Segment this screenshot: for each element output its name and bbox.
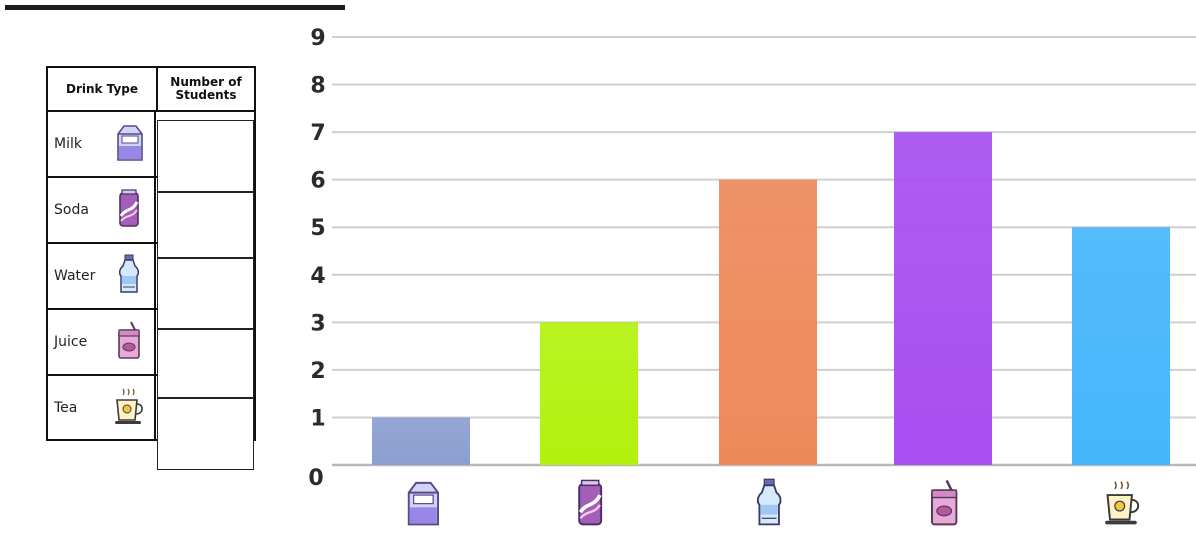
tea-cup-icon bbox=[110, 386, 146, 430]
table-row: Tea bbox=[48, 376, 254, 439]
y-tick-label: 6 bbox=[310, 169, 325, 194]
drink-label: Juice bbox=[54, 334, 88, 350]
milk-carton-icon bbox=[407, 481, 440, 526]
bar-water bbox=[719, 179, 817, 465]
answer-box-soda[interactable] bbox=[157, 192, 254, 258]
water-bottle-icon-graphic bbox=[118, 254, 140, 293]
soda-can-icon bbox=[578, 479, 603, 526]
bar-juice bbox=[894, 132, 992, 465]
table-row: Water bbox=[48, 244, 254, 310]
tea-cup-icon bbox=[1105, 481, 1140, 525]
drink-label: Tea bbox=[54, 399, 78, 416]
y-tick-label: 4 bbox=[310, 264, 325, 289]
answer-box-tea[interactable] bbox=[157, 398, 254, 470]
y-tick-label: 8 bbox=[310, 74, 325, 99]
drink-label: Water bbox=[54, 268, 96, 284]
bar-soda bbox=[540, 322, 638, 465]
drink-label: Soda bbox=[54, 202, 89, 218]
y-tick-label: 0 bbox=[308, 466, 323, 491]
milk-carton-icon bbox=[110, 122, 146, 166]
juice-box-icon-graphic bbox=[118, 321, 140, 359]
top-rule bbox=[5, 5, 345, 10]
water-bottle-icon bbox=[110, 254, 146, 298]
soda-can-icon bbox=[110, 188, 146, 232]
y-tick-label: 5 bbox=[310, 216, 325, 241]
y-tick-label: 1 bbox=[310, 406, 325, 431]
y-tick-label: 7 bbox=[310, 121, 325, 146]
answer-box-juice[interactable] bbox=[157, 329, 254, 398]
y-tick-label: 3 bbox=[310, 311, 325, 336]
answer-box-water[interactable] bbox=[157, 258, 254, 329]
drink-table: Drink Type Number of Students Milk Soda … bbox=[46, 66, 256, 441]
water-bottle-icon bbox=[756, 478, 782, 526]
header-drink-type: Drink Type bbox=[65, 81, 138, 96]
table-header: Drink Type Number of Students bbox=[48, 68, 254, 112]
header-number-of-students: Number of Students bbox=[170, 75, 242, 102]
bar-milk bbox=[372, 417, 470, 465]
y-tick-label: 2 bbox=[310, 359, 325, 384]
bar-tea bbox=[1072, 227, 1170, 465]
juice-box-icon bbox=[931, 479, 958, 526]
table-row: Soda bbox=[48, 178, 254, 244]
tea-cup-icon-graphic bbox=[115, 388, 143, 424]
juice-box-icon bbox=[110, 320, 146, 364]
drink-label: Milk bbox=[54, 136, 82, 152]
table-row: Milk bbox=[48, 112, 254, 178]
table-row: Juice bbox=[48, 310, 254, 376]
y-tick-label: 9 bbox=[310, 26, 325, 51]
answer-box-milk[interactable] bbox=[157, 120, 254, 192]
soda-can-icon-graphic bbox=[119, 189, 139, 227]
milk-carton-icon-graphic bbox=[117, 125, 143, 161]
